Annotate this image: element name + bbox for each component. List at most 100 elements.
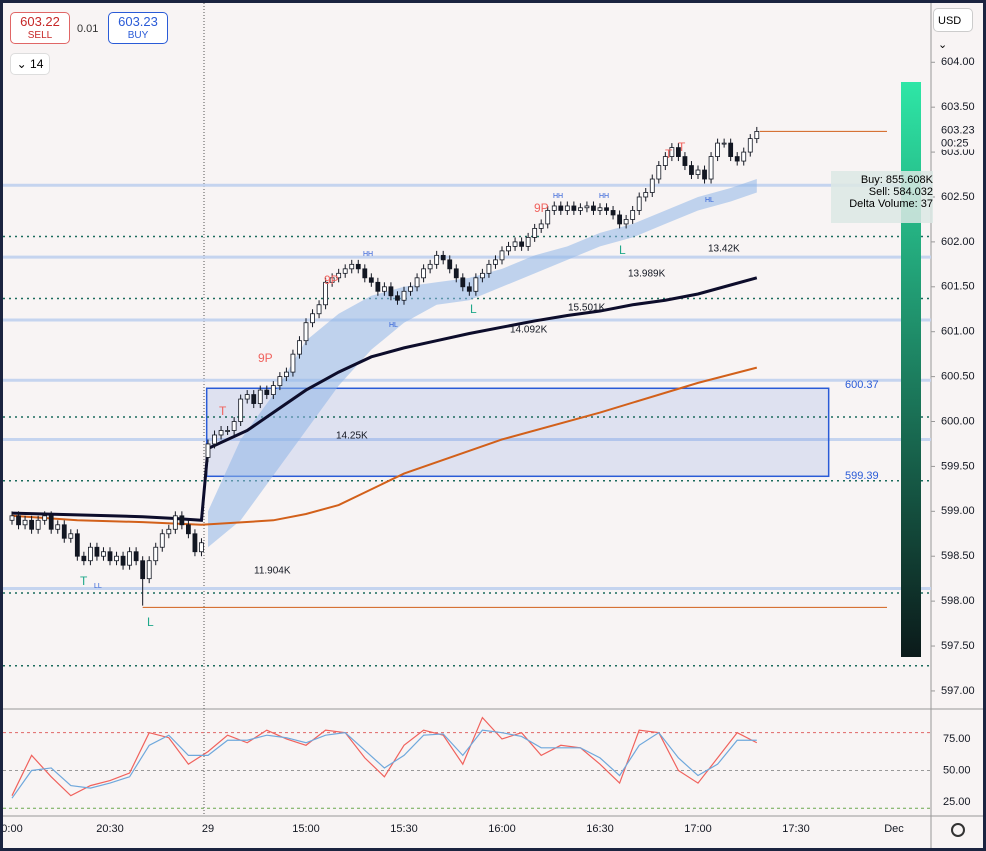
candle-body bbox=[564, 205, 570, 211]
annotation: 9P bbox=[258, 351, 273, 365]
candle-body bbox=[231, 421, 237, 431]
candle-body bbox=[617, 214, 622, 225]
candle-body bbox=[728, 142, 734, 157]
candle-body bbox=[342, 268, 348, 274]
candle-body bbox=[682, 156, 688, 166]
candle-body bbox=[545, 210, 551, 225]
candle-body bbox=[199, 542, 204, 553]
x-tick-label: Dec bbox=[884, 823, 904, 835]
candle-body bbox=[571, 205, 577, 211]
info-delta: Delta Volume: 37 bbox=[849, 198, 933, 210]
candle-body bbox=[512, 241, 518, 247]
y-tick-label: 602.00 bbox=[941, 236, 975, 248]
osc-line bbox=[11, 729, 757, 799]
candle-body bbox=[702, 169, 707, 180]
chart: 597.00 597.50 598.00 598.50 599.00 599.50 600.… bbox=[3, 3, 983, 848]
candle-body bbox=[88, 546, 93, 562]
candle-body bbox=[283, 371, 289, 378]
candle-body bbox=[434, 254, 440, 265]
annotation: L bbox=[147, 615, 154, 629]
candle-body bbox=[715, 142, 720, 157]
volume-gradient bbox=[901, 82, 921, 657]
candle-body bbox=[349, 263, 355, 270]
annotation: 9P bbox=[324, 273, 339, 287]
y-tick-label: 598.00 bbox=[941, 595, 975, 607]
osc-tick-label: 50.00 bbox=[943, 764, 971, 776]
candle-body bbox=[414, 277, 420, 288]
candle-body bbox=[238, 398, 244, 422]
candle-body bbox=[479, 272, 485, 279]
candle-body bbox=[499, 250, 505, 261]
x-tick-label: 15:00 bbox=[292, 823, 320, 835]
interval-dropdown[interactable]: ⌄ 14 bbox=[10, 53, 50, 75]
annotation: HL bbox=[705, 197, 714, 204]
box-bottom-label: 599.39 bbox=[845, 470, 879, 482]
candle-body bbox=[538, 223, 544, 229]
candle-body bbox=[519, 241, 524, 247]
y-tick-label: 600.50 bbox=[941, 371, 975, 383]
candle-body bbox=[179, 515, 185, 526]
candle-body bbox=[734, 156, 740, 162]
current-price: 603.23 bbox=[941, 124, 975, 136]
candle-body bbox=[754, 131, 760, 140]
annotation: HH bbox=[363, 251, 373, 258]
currency-dropdown[interactable]: USD ⌄ bbox=[933, 8, 973, 51]
annotation: 14.092K bbox=[510, 325, 548, 336]
candle-body bbox=[440, 254, 446, 261]
candle-body bbox=[741, 151, 747, 162]
candle-body bbox=[747, 138, 753, 153]
candle-body bbox=[486, 263, 492, 274]
osc-tick-label: 25.00 bbox=[943, 796, 971, 808]
candle-body bbox=[172, 515, 178, 530]
overlay-line bbox=[11, 276, 758, 522]
candle-body bbox=[9, 515, 15, 521]
candle-body bbox=[55, 524, 61, 530]
y-tick-label: 601.00 bbox=[941, 326, 975, 338]
delta-info: Buy: 855.608K Sell: 584.032 Delta Volume… bbox=[831, 171, 933, 223]
candle-body bbox=[74, 533, 80, 557]
sell-button[interactable]: 603.22 SELL bbox=[10, 12, 70, 44]
candle-body bbox=[669, 147, 675, 157]
candle-body bbox=[225, 430, 231, 432]
candle-body bbox=[375, 281, 381, 292]
info-sell: Sell: 584.032 bbox=[868, 186, 933, 198]
candle-body bbox=[42, 515, 48, 521]
candle-body bbox=[290, 353, 296, 373]
candle-body bbox=[623, 219, 629, 225]
candle-body bbox=[329, 277, 335, 283]
info-buy: Buy: 855.608K bbox=[860, 174, 933, 186]
candle-body bbox=[61, 524, 67, 539]
osc-tick-label: 75.00 bbox=[943, 733, 971, 745]
y-tick-label: 603.50 bbox=[941, 101, 975, 113]
candle-body bbox=[257, 389, 263, 404]
candle-body bbox=[22, 519, 28, 526]
annotation: 14.25K bbox=[336, 431, 368, 442]
candle-body bbox=[649, 178, 655, 193]
y-tick-label: 600.00 bbox=[941, 415, 975, 427]
overlay-line bbox=[11, 366, 758, 526]
candle-body bbox=[133, 551, 139, 562]
candle-body bbox=[473, 277, 479, 292]
candle-body bbox=[460, 277, 466, 288]
buy-button[interactable]: 603.23 BUY bbox=[108, 12, 168, 44]
annotation: 15.501K bbox=[568, 303, 606, 314]
candle-body bbox=[48, 515, 54, 530]
candle-body bbox=[466, 286, 472, 292]
interval: 14 bbox=[30, 57, 44, 71]
candle-body bbox=[127, 551, 132, 566]
candle-body bbox=[120, 555, 126, 566]
candle-body bbox=[153, 546, 159, 562]
annotation: T bbox=[665, 147, 673, 161]
candle-body bbox=[447, 259, 453, 270]
x-tick-label: 20:30 bbox=[96, 823, 124, 835]
candle-body bbox=[310, 313, 315, 324]
candle-body bbox=[101, 551, 106, 557]
candle-body bbox=[493, 259, 498, 265]
candle-body bbox=[584, 205, 590, 209]
y-tick-label: 598.50 bbox=[941, 550, 975, 562]
x-tick-label: 17:30 bbox=[782, 823, 810, 835]
annotation: 13.42K bbox=[708, 244, 740, 255]
y-tick-label: 599.50 bbox=[941, 460, 975, 472]
candle-body bbox=[94, 546, 100, 557]
candle-body bbox=[81, 555, 87, 562]
